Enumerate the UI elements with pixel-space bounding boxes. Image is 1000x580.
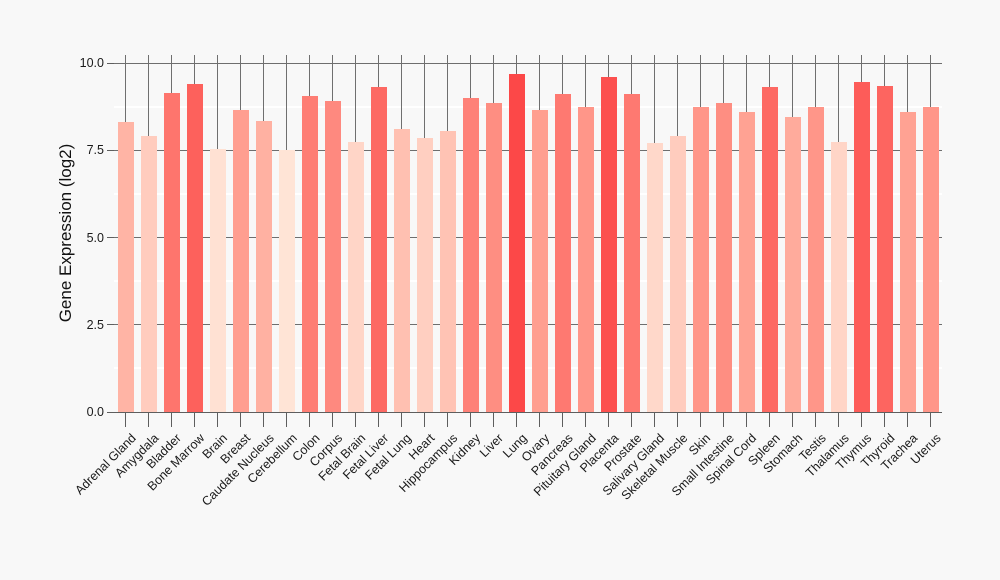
y-tick-label: 7.5: [86, 143, 104, 158]
x-tick-mark: [470, 413, 471, 427]
bar: [347, 141, 364, 412]
x-tick-mark: [263, 413, 264, 427]
x-tick-mark: [378, 413, 379, 427]
bar: [577, 106, 594, 412]
x-tick-mark: [838, 413, 839, 427]
y-tick-mark: [107, 324, 114, 326]
x-tick-mark: [516, 413, 517, 427]
bar: [554, 94, 571, 412]
bar: [876, 85, 893, 412]
gridline-minor: [114, 367, 942, 370]
gridline-minor: [114, 105, 942, 108]
x-tick-mark: [171, 413, 172, 427]
y-tick-mark: [107, 411, 114, 413]
bar: [117, 122, 134, 412]
x-tick-label: Liver: [477, 431, 507, 461]
x-tick-mark: [884, 413, 885, 427]
bar: [738, 111, 755, 412]
gridline-major: [114, 324, 942, 326]
y-tick-label: 2.5: [86, 317, 104, 332]
bar: [531, 110, 548, 412]
x-tick-mark: [631, 413, 632, 427]
bar: [807, 106, 824, 412]
bar: [761, 87, 778, 412]
bar: [163, 92, 180, 412]
x-tick-mark: [562, 413, 563, 427]
x-tick-mark: [355, 413, 356, 427]
bar: [416, 138, 433, 412]
x-tick-mark: [424, 413, 425, 427]
x-tick-mark: [930, 413, 931, 427]
bar: [255, 120, 272, 412]
bar: [784, 117, 801, 412]
bar: [508, 73, 525, 412]
x-tick-mark: [815, 413, 816, 427]
bar: [301, 96, 318, 412]
bar: [439, 131, 456, 412]
gridline-major: [114, 237, 942, 238]
y-tick-mark: [107, 62, 114, 64]
bar: [623, 94, 640, 412]
bar: [324, 101, 341, 412]
bar: [140, 136, 157, 412]
bar: [853, 82, 870, 412]
gridline-major: [114, 149, 942, 151]
bar: [600, 77, 617, 412]
bar: [692, 106, 709, 412]
bar: [646, 143, 663, 412]
plot-area: [114, 55, 942, 413]
x-tick-mark: [861, 413, 862, 427]
x-tick-mark: [240, 413, 241, 427]
x-tick-mark: [539, 413, 540, 427]
bar: [393, 129, 410, 412]
bar: [485, 103, 502, 412]
x-tick-mark: [194, 413, 195, 427]
x-tick-mark: [792, 413, 793, 427]
x-tick-mark: [332, 413, 333, 427]
x-tick-mark: [585, 413, 586, 427]
x-tick-mark: [493, 413, 494, 427]
y-tick-label: 5.0: [86, 230, 104, 245]
bar: [669, 136, 686, 412]
x-tick-mark: [125, 413, 126, 427]
x-tick-mark: [907, 413, 908, 427]
x-tick-mark: [700, 413, 701, 427]
bar: [830, 141, 847, 412]
bar: [922, 106, 939, 412]
y-tick-label: 0.0: [86, 405, 104, 419]
y-tick-label: 10.0: [79, 56, 104, 71]
x-tick-mark: [401, 413, 402, 427]
x-tick-mark: [148, 413, 149, 427]
x-tick-mark: [608, 413, 609, 427]
bar: [232, 110, 249, 412]
y-tick-mark: [107, 149, 114, 151]
x-tick-mark: [769, 413, 770, 427]
x-tick-mark: [286, 413, 287, 427]
bar: [186, 83, 203, 412]
gridline-minor: [114, 192, 942, 195]
x-tick-mark: [447, 413, 448, 427]
x-tick-mark: [677, 413, 678, 427]
gridline-major: [114, 62, 942, 64]
bar: [462, 97, 479, 412]
gridline-minor: [114, 280, 942, 283]
bar: [899, 111, 916, 412]
x-tick-mark: [746, 413, 747, 427]
bar: [370, 87, 387, 412]
x-tick-mark: [654, 413, 655, 427]
bar: [278, 150, 295, 412]
x-tick-mark: [217, 413, 218, 427]
x-tick-mark: [309, 413, 310, 427]
bar: [209, 148, 226, 412]
y-tick-mark: [107, 237, 114, 238]
bar: [715, 103, 732, 412]
x-tick-mark: [723, 413, 724, 427]
